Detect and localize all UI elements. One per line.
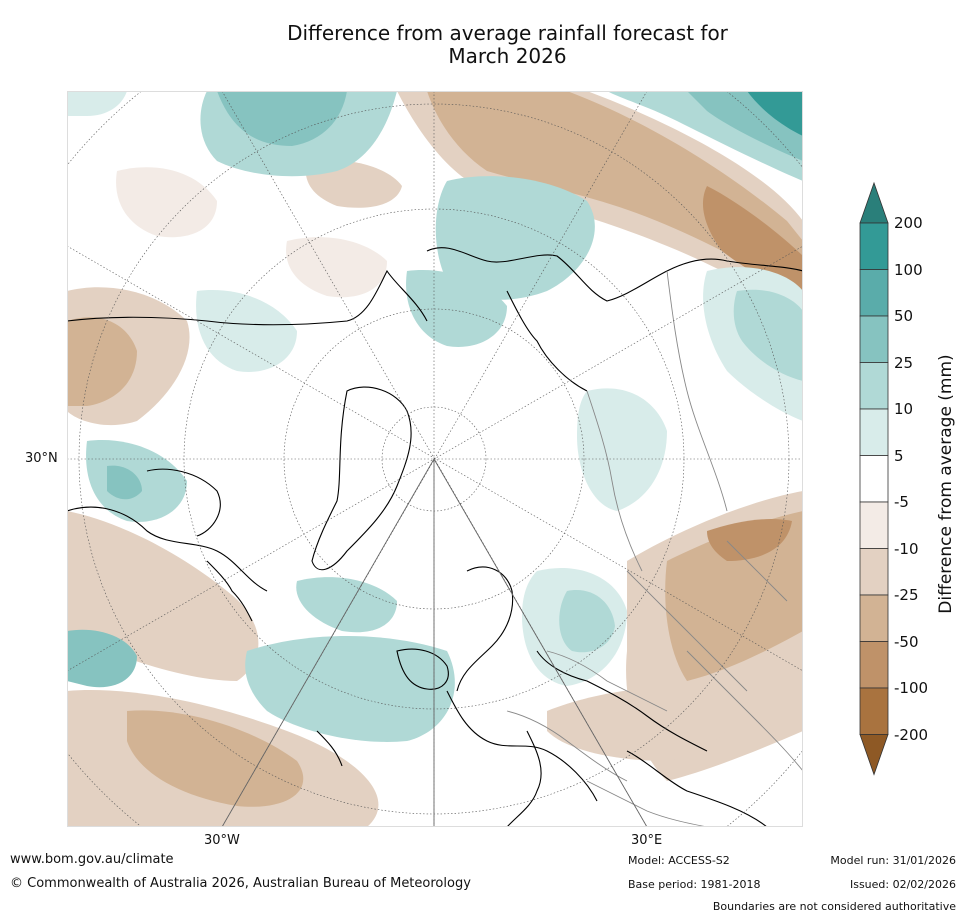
map-title: Difference from average rainfall forecas…: [200, 22, 815, 68]
colorbar-swatch: [859, 641, 889, 689]
colorbar-tick-label: 10: [894, 400, 914, 418]
longitude-label-30w: 30°W: [204, 833, 240, 848]
footer-model-run: Model run: 31/01/2026: [830, 854, 956, 867]
footer-disclaimer: Boundaries are not considered authoritat…: [712, 900, 956, 913]
colorbar-max-arrow: [859, 181, 889, 224]
footer-base-period: Base period: 1981-2018: [628, 878, 761, 891]
colorbar-tick-label: -25: [894, 586, 919, 604]
colorbar: [850, 180, 965, 785]
meridian-lines: [221, 458, 648, 827]
colorbar-swatch: [859, 687, 889, 735]
colorbar-tick-label: -5: [894, 493, 909, 511]
colorbar-tick-label: 50: [894, 307, 914, 325]
colorbar-swatch: [859, 408, 889, 456]
colorbar-tick-label: 100: [894, 260, 923, 279]
colorbar-tick-label: 200: [894, 214, 923, 232]
latitude-label-30n: 30°N: [25, 451, 58, 466]
colorbar-tick-label: -10: [894, 539, 919, 558]
colorbar-swatch: [859, 222, 889, 270]
colorbar-tick-label: 5: [894, 446, 904, 465]
map-canvas: [67, 91, 803, 827]
colorbar-tick-label: -200: [894, 725, 929, 744]
colorbar-min-arrow: [859, 734, 889, 776]
rainfall-anomaly-map: [67, 91, 803, 827]
footer-copyright: © Commonwealth of Australia 2026, Austra…: [10, 876, 471, 891]
colorbar-swatch: [859, 501, 889, 549]
colorbar-swatch: [859, 362, 889, 410]
title-line-2: March 2026: [448, 44, 567, 68]
footer-model: Model: ACCESS-S2: [628, 854, 730, 867]
colorbar-tick-label: -50: [894, 632, 919, 651]
footer-issued: Issued: 02/02/2026: [849, 878, 956, 891]
dry-anomaly-regions: [67, 91, 803, 827]
map-frame: [67, 91, 803, 827]
colorbar-swatches: [859, 181, 889, 776]
colorbar-swatch: [859, 315, 889, 363]
colorbar-tick-label: -100: [894, 679, 929, 697]
colorbar-swatch: [859, 455, 889, 503]
longitude-label-30e: 30°E: [631, 833, 663, 848]
colorbar-swatch: [859, 548, 889, 596]
country-boundaries: [506, 270, 803, 827]
colorbar-tick-label: 25: [894, 353, 914, 372]
colorbar-title: Difference from average (mm): [936, 354, 956, 614]
wet-anomaly-regions: [67, 91, 803, 742]
colorbar-swatch: [859, 269, 889, 317]
colorbar-swatch: [859, 594, 889, 642]
footer-url[interactable]: www.bom.gov.au/climate: [10, 852, 174, 867]
title-line-1: Difference from average rainfall forecas…: [287, 21, 728, 45]
